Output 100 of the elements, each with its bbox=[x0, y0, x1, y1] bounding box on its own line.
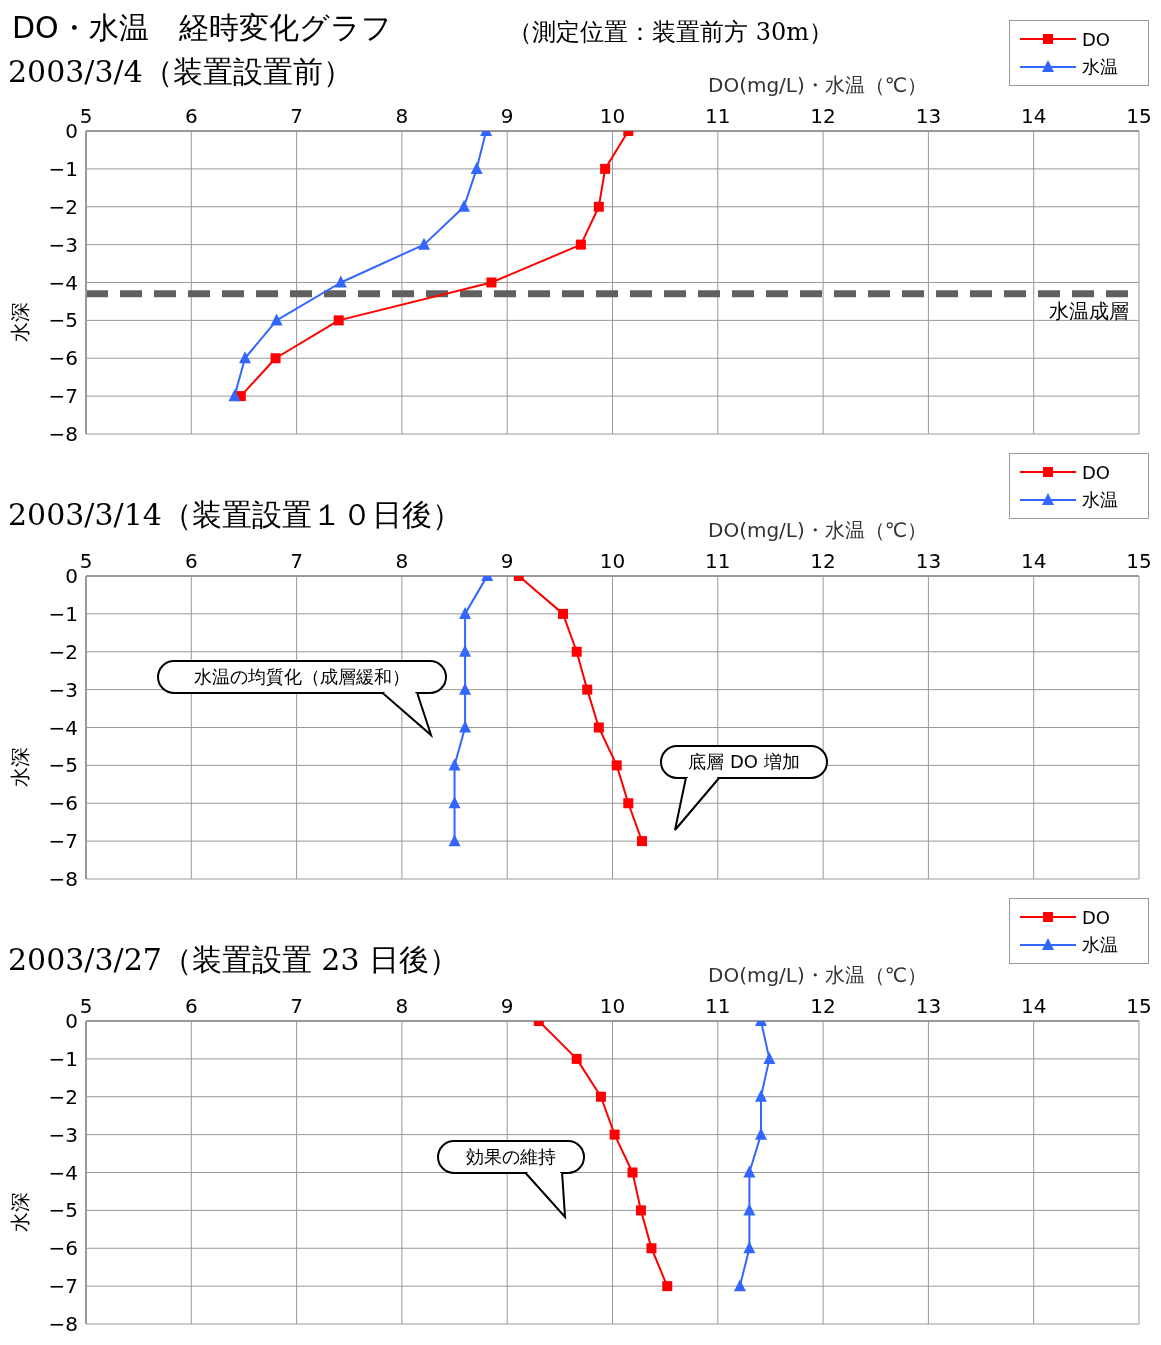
point bbox=[595, 1091, 606, 1102]
y-tick-label: −6 bbox=[48, 346, 78, 371]
x-tick-label: 15 bbox=[1126, 104, 1152, 128]
x-tick-label: 11 bbox=[705, 104, 731, 128]
x-tick-label: 14 bbox=[1020, 994, 1047, 1018]
y-tick-label: −4 bbox=[48, 270, 78, 295]
y-tick-label: −8 bbox=[48, 1312, 78, 1337]
y-tick-label: −1 bbox=[48, 1046, 78, 1071]
x-tick-label: 7 bbox=[290, 994, 303, 1018]
x-tick-label: 11 bbox=[705, 549, 731, 573]
point bbox=[743, 1241, 756, 1254]
point bbox=[662, 1281, 673, 1292]
ref-line-label: 水温成層 bbox=[1049, 299, 1129, 324]
y-tick-label: −8 bbox=[48, 867, 78, 892]
x-tick-label: 12 bbox=[810, 549, 836, 573]
y-tick-label: 0 bbox=[65, 1009, 78, 1034]
x-tick-label: 15 bbox=[1126, 549, 1152, 573]
x-tick-label: 9 bbox=[500, 549, 514, 573]
point bbox=[448, 758, 461, 771]
y-tick-label: −1 bbox=[48, 156, 78, 181]
point bbox=[646, 1243, 657, 1254]
x-tick-label: 5 bbox=[79, 994, 93, 1018]
y-tick-label: −7 bbox=[48, 1274, 78, 1299]
y-tick-label: −7 bbox=[48, 384, 78, 409]
point bbox=[623, 798, 634, 809]
y-tick-label: −2 bbox=[48, 1084, 78, 1109]
annotation: 水温の均質化（成層緩和） bbox=[194, 666, 410, 687]
x-tick-label: 10 bbox=[599, 994, 626, 1018]
annotation: 底層 DO 増加 bbox=[688, 751, 800, 772]
point bbox=[593, 201, 604, 212]
y-tick-label: −8 bbox=[48, 422, 78, 447]
point bbox=[458, 199, 471, 212]
x-tick-label: 6 bbox=[184, 994, 198, 1018]
x-tick-label: 10 bbox=[599, 104, 626, 128]
point bbox=[582, 684, 593, 695]
point bbox=[558, 608, 569, 619]
y-axis-title: 水深 bbox=[6, 746, 33, 787]
point bbox=[270, 353, 281, 364]
x-tick-label: 6 bbox=[184, 549, 198, 573]
point bbox=[571, 646, 582, 657]
chart-subtitle: 2003/3/4（装置設置前） bbox=[8, 53, 353, 91]
point bbox=[418, 237, 431, 250]
y-tick-label: −1 bbox=[48, 601, 78, 626]
point bbox=[448, 834, 461, 847]
y-tick-label: −3 bbox=[48, 1122, 78, 1147]
x-tick-label: 11 bbox=[705, 994, 731, 1018]
y-tick-label: −5 bbox=[48, 1198, 78, 1223]
point bbox=[593, 722, 604, 733]
point bbox=[575, 239, 586, 250]
x-tick-label: 10 bbox=[599, 549, 626, 573]
y-axis-title: 水深 bbox=[6, 1191, 33, 1232]
legend-label: DO bbox=[1082, 906, 1111, 928]
point bbox=[754, 1089, 767, 1102]
text: （測定位置：装置前方 30m） bbox=[508, 17, 833, 48]
chart-title: DO・水温 経時変化グラフ bbox=[12, 9, 392, 47]
y-tick-label: −4 bbox=[48, 715, 78, 740]
legend-label: DO bbox=[1082, 28, 1111, 50]
y-tick-label: −3 bbox=[48, 232, 78, 257]
y-tick-label: −2 bbox=[48, 639, 78, 664]
y-tick-label: −5 bbox=[48, 753, 78, 778]
point bbox=[743, 1203, 756, 1216]
y-tick-label: −5 bbox=[48, 308, 78, 333]
x-tick-label: 13 bbox=[915, 994, 942, 1018]
x-tick-label: 6 bbox=[184, 104, 198, 128]
y-tick-label: −6 bbox=[48, 1236, 78, 1261]
point bbox=[448, 796, 461, 809]
y-tick-label: −4 bbox=[48, 1160, 78, 1185]
point bbox=[334, 275, 347, 288]
x-axis-title: DO(mg/L)・水温（℃） bbox=[708, 72, 928, 99]
point bbox=[270, 313, 283, 326]
x-tick-label: 13 bbox=[915, 549, 942, 573]
y-tick-label: 0 bbox=[65, 564, 78, 589]
x-tick-label: 8 bbox=[395, 994, 409, 1018]
x-tick-label: 14 bbox=[1020, 104, 1047, 128]
point bbox=[635, 1205, 646, 1216]
x-axis-title: DO(mg/L)・水温（℃） bbox=[708, 962, 928, 989]
x-tick-label: 12 bbox=[810, 104, 836, 128]
x-tick-label: 15 bbox=[1126, 994, 1152, 1018]
point bbox=[239, 351, 251, 364]
y-tick-label: 0 bbox=[65, 119, 78, 144]
x-tick-label: 7 bbox=[290, 549, 303, 573]
point bbox=[600, 163, 611, 174]
point bbox=[228, 389, 241, 402]
point bbox=[733, 1279, 746, 1292]
legend-label: DO bbox=[1082, 461, 1111, 483]
x-tick-label: 8 bbox=[395, 104, 409, 128]
point bbox=[470, 161, 483, 174]
point bbox=[763, 1051, 776, 1064]
point bbox=[459, 606, 472, 619]
point bbox=[459, 720, 472, 733]
y-tick-label: −7 bbox=[48, 829, 78, 854]
y-tick-label: −3 bbox=[48, 677, 78, 702]
legend-label: 水温 bbox=[1082, 55, 1118, 79]
legend-label: 水温 bbox=[1082, 933, 1118, 957]
point bbox=[627, 1167, 638, 1178]
y-axis-title: 水深 bbox=[6, 301, 33, 342]
point bbox=[611, 760, 622, 771]
legend-label: 水温 bbox=[1082, 488, 1118, 512]
x-tick-label: 13 bbox=[915, 104, 942, 128]
y-tick-label: −6 bbox=[48, 791, 78, 816]
